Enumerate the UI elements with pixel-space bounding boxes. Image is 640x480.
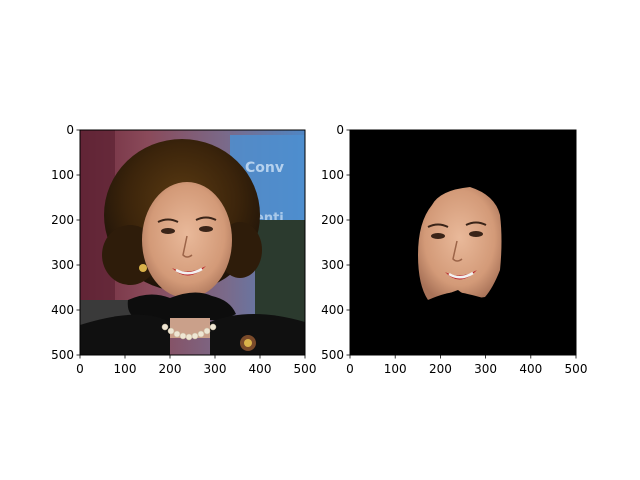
left-y-tick-label: 200	[51, 213, 74, 227]
right-x-tick-label: 0	[346, 362, 354, 376]
left-x-tick-label: 400	[249, 362, 272, 376]
left-y-tick-label: 300	[51, 258, 74, 272]
left-image-panel: Conv enti	[51, 123, 316, 376]
right-photo	[350, 130, 576, 355]
right-y-tick-label: 0	[336, 123, 344, 137]
right-x-tick-label: 100	[384, 362, 407, 376]
right-y-tick-label: 400	[321, 303, 344, 317]
right-x-tick-label: 300	[474, 362, 497, 376]
left-x-tick-label: 0	[76, 362, 84, 376]
left-y-tick-label: 400	[51, 303, 74, 317]
left-x-tick-label: 100	[114, 362, 137, 376]
right-x-tick-label: 400	[519, 362, 542, 376]
left-photo: Conv enti	[80, 130, 305, 355]
left-y-tick-label: 100	[51, 168, 74, 182]
svg-text:Conv: Conv	[245, 160, 284, 176]
left-x-tick-label: 500	[294, 362, 317, 376]
right-x-tick-label: 500	[565, 362, 588, 376]
right-x-tick-label: 200	[429, 362, 452, 376]
left-x-tick-label: 200	[159, 362, 182, 376]
right-y-tick-label: 100	[321, 168, 344, 182]
left-y-tick-label: 500	[51, 348, 74, 362]
right-y-tick-label: 200	[321, 213, 344, 227]
left-x-tick-label: 300	[204, 362, 227, 376]
right-y-tick-label: 500	[321, 348, 344, 362]
right-y-tick-label: 300	[321, 258, 344, 272]
left-y-tick-label: 0	[66, 123, 74, 137]
